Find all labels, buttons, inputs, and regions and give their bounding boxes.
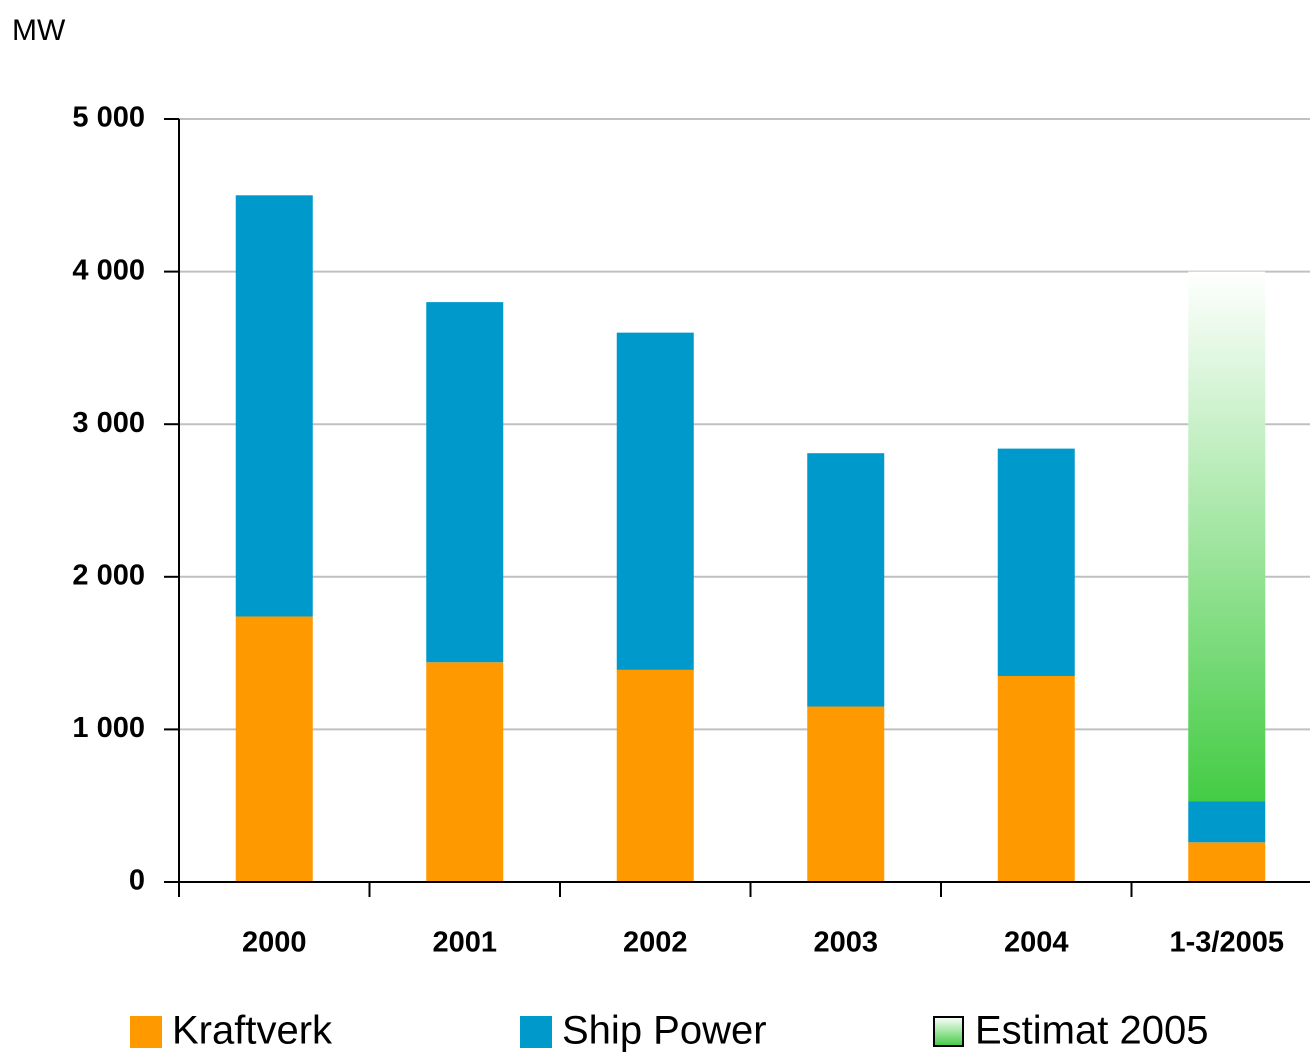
bar-segment	[807, 453, 885, 707]
x-tick-label: 2004	[1004, 927, 1069, 959]
legend-label: Ship Power	[562, 1009, 767, 1053]
y-tick-label: 3 000	[72, 407, 145, 439]
y-tick-label: 0	[129, 865, 145, 897]
bar-segment	[1188, 801, 1266, 843]
bar-segment	[235, 195, 313, 617]
x-tick-label: 2000	[242, 927, 307, 959]
legend-swatch	[520, 1016, 552, 1048]
y-tick-label: 1 000	[72, 712, 145, 744]
legend-label: Kraftverk	[172, 1009, 333, 1053]
x-tick-label: 2003	[813, 927, 878, 959]
bar-segment	[616, 332, 694, 670]
x-tick-label: 1-3/2005	[1170, 927, 1285, 959]
x-tick-label: 2002	[623, 927, 688, 959]
y-tick-label: 4 000	[72, 254, 145, 286]
bar-segment	[997, 448, 1075, 676]
legend-swatch	[130, 1016, 162, 1048]
legend-swatch	[933, 1016, 964, 1047]
bar-segment	[426, 662, 504, 882]
y-tick-label: 2 000	[72, 559, 145, 591]
y-tick-label: 5 000	[72, 102, 145, 134]
bar-segment	[426, 302, 504, 663]
bar-segment	[235, 616, 313, 882]
x-tick-label: 2001	[432, 927, 497, 959]
bar-segment	[1188, 271, 1266, 802]
bar-segment	[616, 669, 694, 882]
y-axis-label: MW	[12, 14, 66, 47]
bar-segment	[807, 706, 885, 882]
legend-label: Estimat 2005	[975, 1009, 1208, 1053]
bar-segment	[997, 675, 1075, 882]
bar-segment	[1188, 842, 1266, 882]
